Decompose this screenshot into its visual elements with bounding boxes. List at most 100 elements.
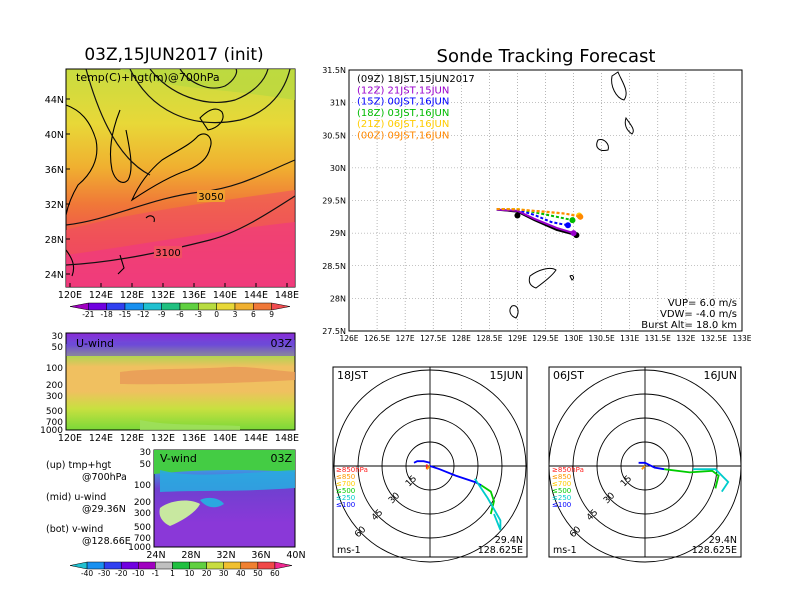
temp-colorbar-swatch bbox=[69, 302, 89, 311]
polar-date: 15JUN bbox=[489, 369, 523, 382]
y-tick-label: 30N bbox=[330, 164, 346, 173]
track-line-1 bbox=[496, 208, 574, 235]
track-legend-5: (00Z) 09JST,16JUN bbox=[357, 131, 449, 142]
vwind-pressure-label: 700 bbox=[134, 534, 151, 544]
y-tick-label: 28.5N bbox=[322, 262, 346, 271]
x-tick-label: 131.5E bbox=[645, 334, 671, 343]
uwind-lon-label: 124E bbox=[89, 433, 113, 444]
wind-colorbar-swatch bbox=[257, 561, 276, 570]
vwind-pressure-label: 500 bbox=[134, 523, 151, 533]
lon-tick-label: 120E bbox=[58, 290, 82, 301]
wind-colorbar-swatch bbox=[274, 561, 293, 570]
temp-colorbar-label: 0 bbox=[214, 310, 219, 319]
x-tick-label: 130.5E bbox=[589, 334, 615, 343]
vwind-pressure-label: 100 bbox=[134, 481, 151, 491]
wind-colorbar-swatch bbox=[223, 561, 242, 570]
wind-colorbar-swatch bbox=[189, 561, 207, 570]
wind-colorbar-swatch bbox=[172, 561, 190, 570]
burst-point bbox=[514, 212, 521, 219]
polar-date: 16JUN bbox=[703, 369, 737, 382]
x-tick-label: 130E bbox=[564, 334, 583, 343]
x-tick-label: 132E bbox=[676, 334, 695, 343]
vwind-lat-label: 36N bbox=[251, 550, 270, 561]
polar-pressure-legend: ≤850 bbox=[336, 473, 355, 481]
y-tick-label: 28N bbox=[330, 294, 346, 303]
legend-bot-line2: @128.66E bbox=[82, 536, 131, 547]
vwind-lat-label: 28N bbox=[181, 550, 200, 561]
polar-pressure-legend: ≤100 bbox=[552, 501, 571, 509]
temp-colorbar-label: -15 bbox=[119, 310, 131, 319]
lat-tick-label: 44N bbox=[45, 95, 64, 106]
uwind-lon-label: 148E bbox=[275, 433, 299, 444]
temp-colorbar: -21 -18 -15 -12 -9 -6 -3 0 3 6 9 bbox=[69, 302, 291, 319]
track-legend-1: (12Z) 21JST,15JUN bbox=[357, 85, 449, 96]
lon-tick-label: 140E bbox=[213, 290, 237, 301]
temp-colorbar-swatch bbox=[216, 302, 236, 311]
uwind-lon-label: 132E bbox=[151, 433, 175, 444]
wind-colorbar-label: -20 bbox=[115, 569, 127, 578]
wind-colorbar-swatch bbox=[69, 561, 88, 570]
lon-tick-label: 148E bbox=[275, 290, 299, 301]
temp-colorbar-swatch bbox=[106, 302, 126, 311]
vwind-positive-upper bbox=[154, 450, 295, 474]
wind-colorbar-label: 10 bbox=[185, 569, 195, 578]
legend-mid-line1: (mid) u-wind bbox=[46, 492, 106, 503]
x-tick-label: 128E bbox=[452, 334, 471, 343]
temp-colorbar-label: -21 bbox=[82, 310, 94, 319]
wind-colorbar: -40 -30 -20 -10 -1 1 10 20 30 40 50 60 bbox=[69, 561, 293, 578]
uwind-low-band bbox=[140, 420, 240, 430]
y-tick-label: 31.5N bbox=[322, 66, 346, 75]
temp-colorbar-swatch bbox=[143, 302, 162, 311]
left-panel-title: 03Z,15JUN2017 (init) bbox=[84, 45, 263, 65]
temp-colorbar-label: -12 bbox=[137, 310, 149, 319]
temp-colorbar-label: 3 bbox=[233, 310, 238, 319]
x-tick-label: 131E bbox=[620, 334, 639, 343]
cool-region bbox=[120, 69, 295, 100]
temp-map: 3050 3100 temp(C)+hgt(m)@700hPa bbox=[65, 68, 296, 288]
hodograph-segment bbox=[693, 468, 730, 493]
temp-colorbar-swatch bbox=[253, 302, 272, 311]
x-tick-label: 129E bbox=[508, 334, 527, 343]
x-tick-label: 133E bbox=[732, 334, 751, 343]
vwind-lat-ticks: 24N 28N 32N 36N 40N bbox=[146, 550, 305, 561]
lat-tick-label: 40N bbox=[45, 130, 64, 141]
track-end-point-5 bbox=[577, 213, 584, 220]
wind-colorbar-swatch bbox=[86, 561, 105, 570]
polar-unit: ms-1 bbox=[553, 545, 577, 556]
polar-pressure-legend: ≤500 bbox=[336, 487, 355, 495]
wind-colorbar-label: -40 bbox=[81, 569, 93, 578]
polar-time: 06JST bbox=[553, 369, 584, 382]
polar-pressure-legend: ≤100 bbox=[336, 501, 355, 509]
vwind-lat-label: 32N bbox=[216, 550, 235, 561]
lon-tick-label: 132E bbox=[151, 290, 175, 301]
vwind-lat-label: 24N bbox=[146, 550, 165, 561]
polar-pressure-legend: ≤250 bbox=[336, 494, 355, 502]
hodograph-segment bbox=[426, 465, 431, 470]
temp-colorbar-swatch bbox=[271, 302, 291, 311]
track-lines bbox=[496, 208, 584, 239]
y-tick-label: 29.5N bbox=[322, 197, 346, 206]
uwind-time: 03Z bbox=[270, 337, 292, 350]
x-tick-label: 127E bbox=[396, 334, 415, 343]
contour-label-3100: 3100 bbox=[155, 248, 180, 259]
polar-time: 18JST bbox=[337, 369, 368, 382]
wind-colorbar-label: 20 bbox=[202, 569, 212, 578]
vwind-panel: V-wind 03Z bbox=[153, 449, 296, 548]
temp-colorbar-label: 9 bbox=[269, 310, 274, 319]
uwind-jet-core bbox=[120, 366, 295, 385]
track-end-point-1 bbox=[570, 230, 577, 237]
uwind-lon-label: 140E bbox=[213, 433, 237, 444]
uwind-label: U-wind bbox=[76, 337, 114, 350]
wind-colorbar-label: 60 bbox=[270, 569, 280, 578]
info-vdw: VDW= -4.0 m/s bbox=[660, 309, 737, 320]
uwind-pressure-label: 200 bbox=[46, 381, 63, 391]
vwind-positive-blob bbox=[159, 500, 200, 526]
vwind-pressure-label: 200 bbox=[134, 498, 151, 508]
wind-colorbar-swatch bbox=[240, 561, 259, 570]
temp-colorbar-label: -6 bbox=[176, 310, 184, 319]
contour-label-box-3100 bbox=[154, 246, 182, 258]
